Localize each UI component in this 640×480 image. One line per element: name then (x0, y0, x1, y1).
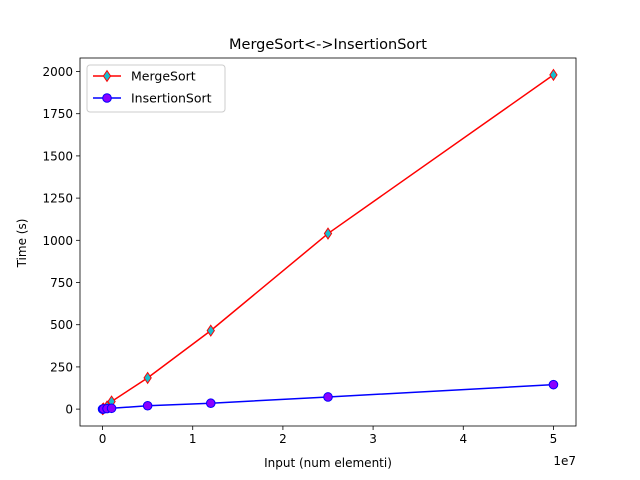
x-tick-label: 2 (279, 432, 287, 446)
y-axis-label: Time (s) (15, 219, 29, 269)
y-tick-label: 500 (50, 318, 73, 332)
legend-box (86, 64, 226, 113)
data-point-insertionsort (548, 379, 559, 390)
data-point-insertionsort (323, 392, 333, 402)
chart-title: MergeSort<->InsertionSort (229, 37, 427, 53)
y-tick-label: 1750 (42, 107, 73, 121)
x-axis-label: Input (num elementi) (264, 456, 392, 470)
data-point-insertionsort (106, 403, 117, 414)
legend-marker-mergesort (102, 69, 112, 83)
data-point-mergesort (549, 68, 558, 82)
data-point-mergesort (323, 227, 333, 240)
legend-marker-insertionsort (102, 93, 112, 103)
legend-label-mergesort: MergeSort (131, 69, 196, 84)
y-tick-label: 750 (50, 276, 73, 290)
x-tick-label: 3 (369, 432, 377, 446)
y-tick-label: 1250 (42, 192, 73, 206)
legend: MergeSort InsertionSort (86, 64, 226, 113)
y-tick-label: 250 (50, 360, 73, 374)
data-point-mergesort (206, 324, 215, 337)
axes-frame (79, 57, 577, 427)
data-point-insertionsort (142, 400, 153, 411)
x-tick-label: 1 (189, 432, 197, 446)
y-tick-label: 0 (65, 403, 73, 417)
x-axis-offset-label: 1e7 (553, 454, 576, 468)
y-tick-label: 1500 (42, 149, 73, 163)
plot-area: 0 1 2 3 4 5 0 250 500 750 1000 1250 1500 1750 2000 Merg… (42, 57, 577, 446)
legend-label-insertionsort: InsertionSort (131, 91, 212, 106)
data-point-mergesort (143, 371, 152, 385)
x-tick-label: 4 (459, 432, 467, 446)
y-tick-label: 1000 (42, 234, 73, 248)
data-point-insertionsort (205, 398, 216, 409)
x-tick-label: 0 (99, 432, 107, 446)
x-tick-label: 5 (550, 432, 558, 446)
series-insertionsort (97, 379, 559, 414)
y-tick-label: 2000 (42, 65, 73, 79)
